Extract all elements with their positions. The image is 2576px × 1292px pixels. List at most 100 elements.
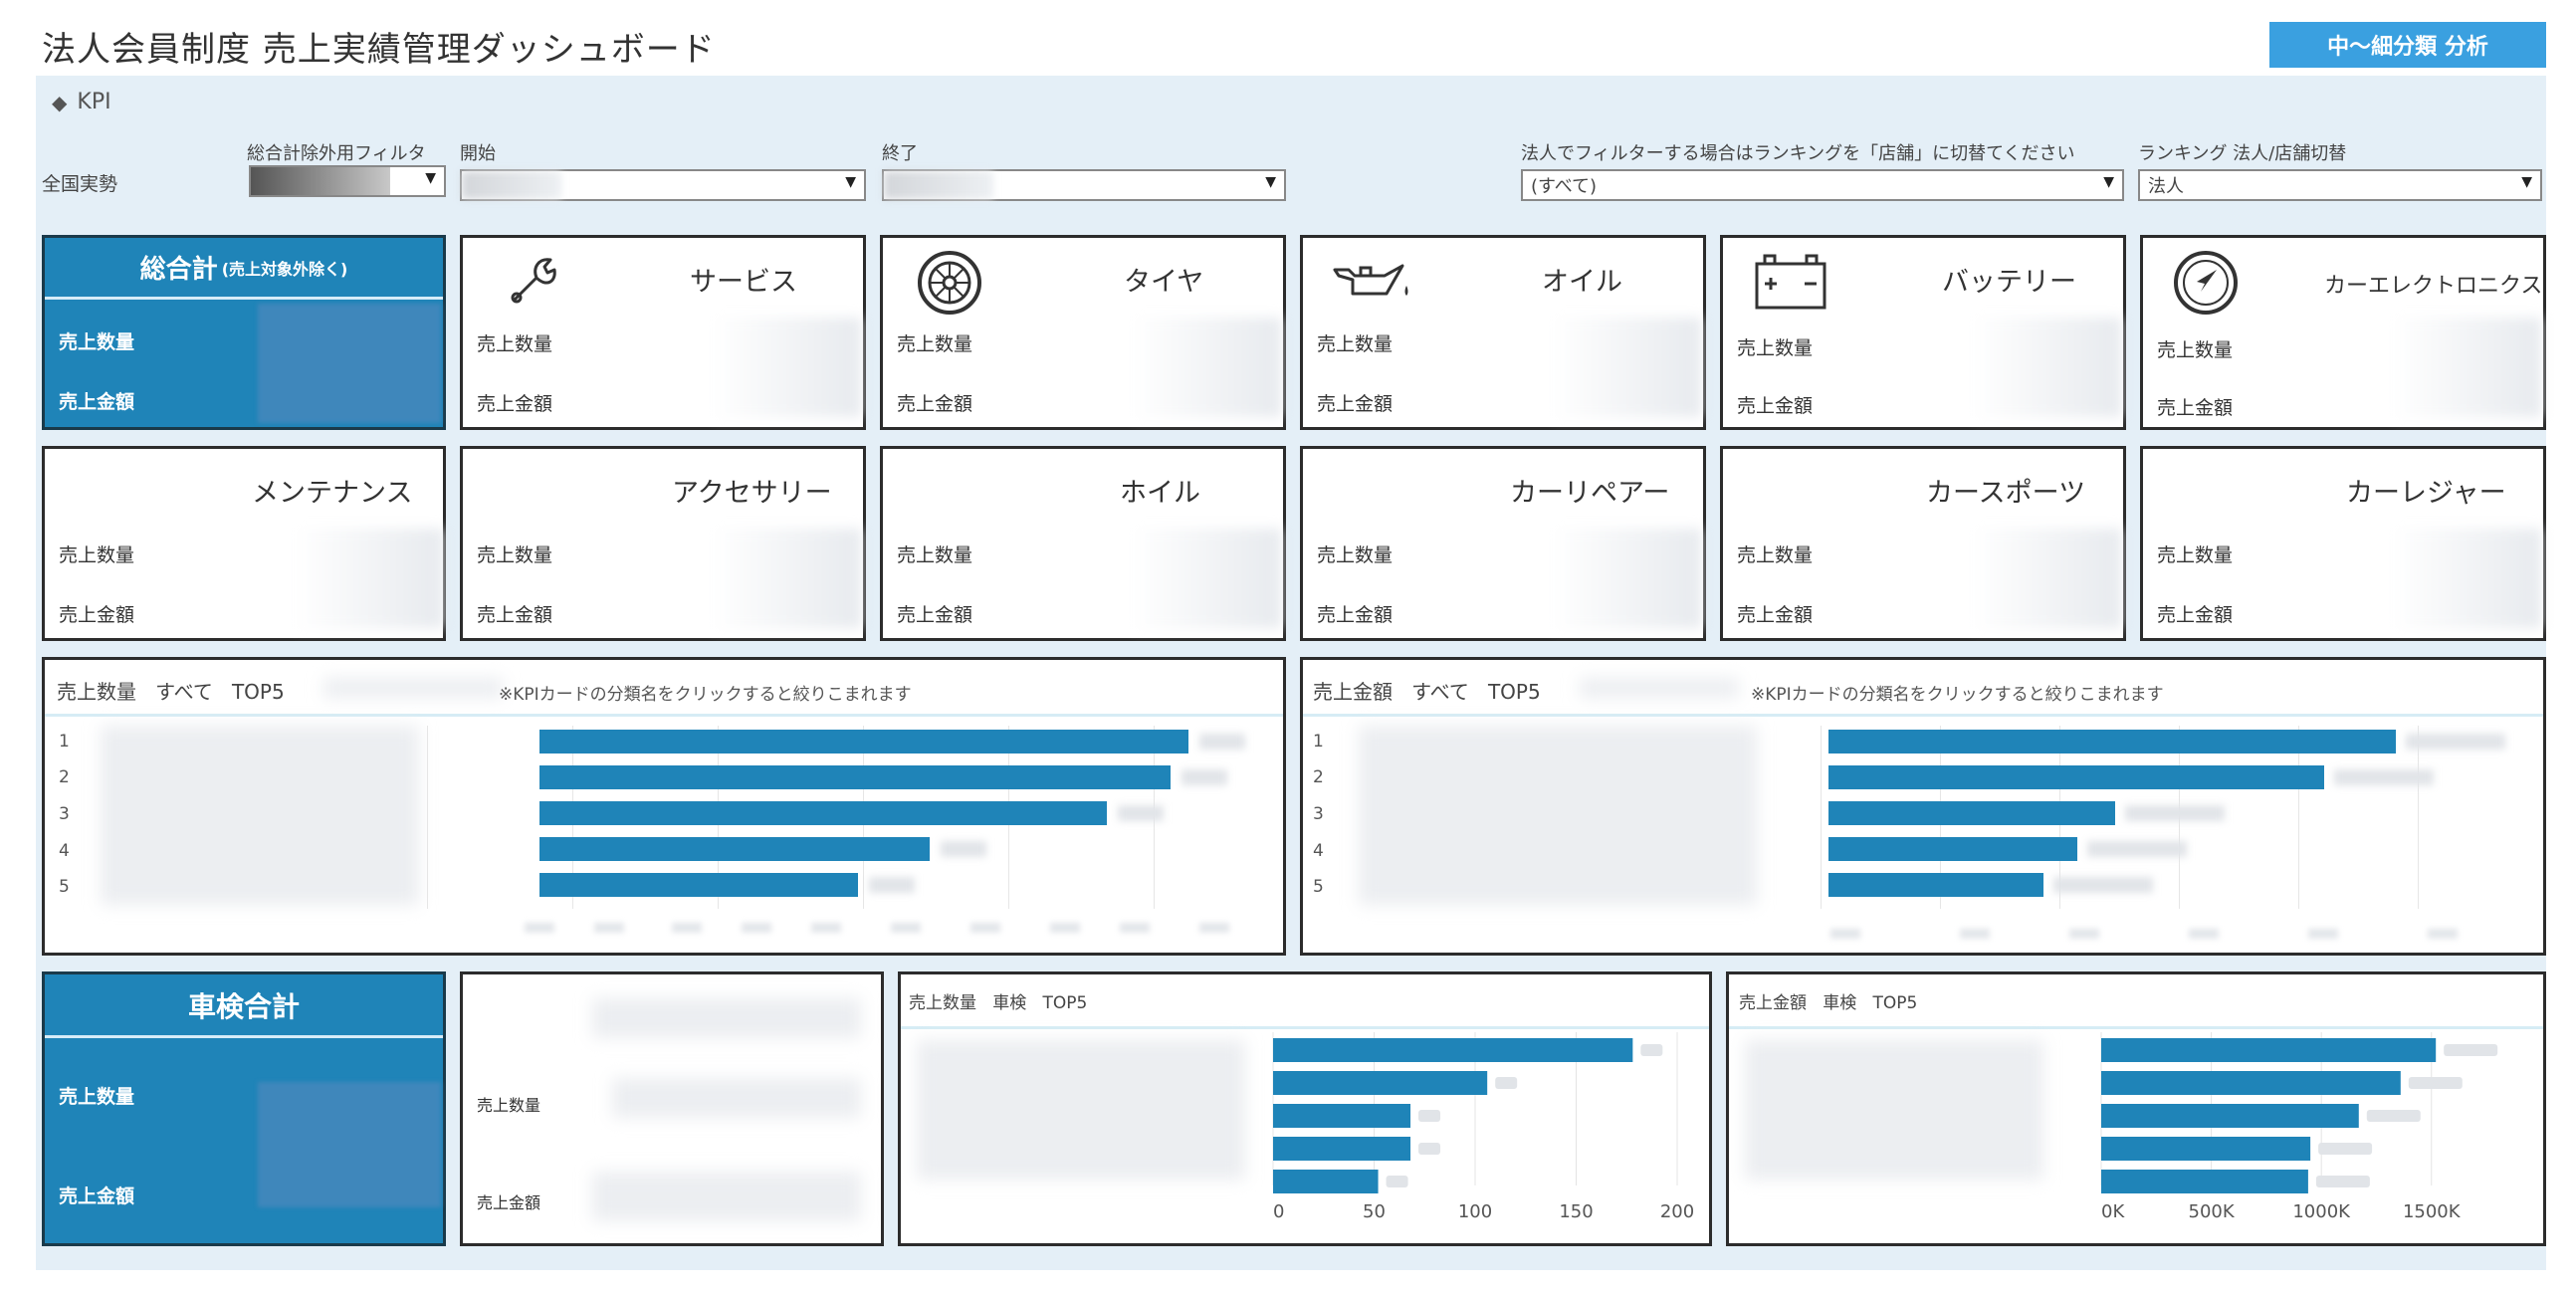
chart-bar[interactable] <box>2101 1038 2437 1062</box>
page-title: 法人会員制度 売上実績管理ダッシュボード <box>42 30 716 70</box>
kpi-qty-label: 売上数量 <box>477 333 553 355</box>
bar-value-label <box>1418 1110 1441 1122</box>
kpi-card-car-repair[interactable]: カーリペアー 売上数量 売上金額 <box>1300 446 1706 641</box>
top5-qty-chart: 売上数量 すべて TOP5 ※KPIカードの分類名をクリックすると絞りこまれます… <box>42 657 1286 956</box>
kpi-card-total-title: 総合計 <box>139 255 218 285</box>
kpi-card-accessory[interactable]: アクセサリー 売上数量 売上金額 <box>460 446 866 641</box>
kpi-card-car-leisure[interactable]: カーレジャー 売上数量 売上金額 <box>2140 446 2546 641</box>
bar-value-label <box>2408 1077 2463 1089</box>
shaken-qty-chart: 売上数量 車検 TOP5 0 50 100 150 200 <box>898 971 1712 1246</box>
shaken-qty-label: 売上数量 <box>59 1086 135 1108</box>
chart-bar[interactable] <box>539 873 858 897</box>
kpi-card-oil[interactable]: オイル 売上数量 売上金額 <box>1300 235 1706 430</box>
kpi-qty-label: 売上数量 <box>897 544 973 566</box>
analysis-button[interactable]: 中～細分類 分析 <box>2269 22 2546 68</box>
exclude-filter-label: 総合計除外用フィルタ <box>247 143 426 164</box>
bar-value-blur <box>1118 805 1164 821</box>
kpi-card-service[interactable]: サービス 売上数量 売上金額 <box>460 235 866 430</box>
end-date-dropdown[interactable]: ▼ <box>882 169 1286 201</box>
corp-filter-label: 法人でフィルターする場合はランキングを「店舗」に切替てください <box>1521 143 2075 164</box>
kpi-amount-label: 売上金額 <box>477 393 553 415</box>
kpi-card-value <box>1132 529 1281 628</box>
chart-bar[interactable] <box>1828 873 2043 897</box>
shaken-amount-plot: 0K 500K 1000K 1500K <box>2100 1032 2498 1222</box>
kpi-amount-label: 売上金額 <box>477 604 553 626</box>
bar-value-blur <box>2334 769 2434 785</box>
kpi-card-title: カーエレクトロニクス <box>2324 274 2543 299</box>
dropdown-arrow-icon: ▼ <box>2521 174 2532 190</box>
rank-label: 2 <box>59 767 70 787</box>
chart-separator <box>1729 1026 2543 1029</box>
x-tick-label: 100 <box>1458 1201 1492 1222</box>
chart-bar[interactable] <box>1273 1137 1411 1161</box>
start-date-dropdown[interactable]: ▼ <box>460 169 866 201</box>
top5-amount-chart: 売上金額 すべて TOP5 ※KPIカードの分類名をクリックすると絞りこまれます… <box>1300 657 2546 956</box>
rank-label: 1 <box>1313 732 1324 752</box>
shaken-total-card[interactable]: 車検合計 売上数量 売上金額 <box>42 971 446 1246</box>
kpi-qty-label: 売上数量 <box>2157 339 2234 361</box>
kpi-card-total-value <box>258 304 441 423</box>
chart-bar[interactable] <box>1273 1038 1633 1062</box>
shaken-total-title: 車検合計 <box>45 974 443 1038</box>
bar-value-label <box>2318 1143 2373 1155</box>
kpi-amount-label: 売上金額 <box>59 391 135 413</box>
corp-filter-dropdown[interactable]: (すべて) ▼ <box>1521 169 2124 201</box>
chart-bar[interactable] <box>2101 1104 2359 1128</box>
chart-bar[interactable] <box>1828 801 2115 825</box>
x-tick-label: 500K <box>2189 1201 2236 1222</box>
chart-bar[interactable] <box>1273 1104 1411 1128</box>
start-filter-label: 開始 <box>460 143 496 164</box>
ranking-names-blur <box>1745 1040 2043 1180</box>
kpi-qty-label: 売上数量 <box>1737 544 1814 566</box>
kpi-card-car-electronics[interactable]: カーエレクトロニクス 売上数量 売上金額 <box>2140 235 2546 430</box>
filter-value-blur <box>1580 678 1739 698</box>
x-tick-label: 1500K <box>2403 1201 2462 1222</box>
top5-amount-note: ※KPIカードの分類名をクリックすると絞りこまれます <box>1751 685 2164 705</box>
kpi-card-value <box>712 318 861 417</box>
kpi-card-total[interactable]: 総合計 (売上対象外除く) 売上数量 売上金額 <box>42 235 446 430</box>
ranking-toggle-dropdown[interactable]: 法人 ▼ <box>2138 169 2542 201</box>
kpi-card-wheel[interactable]: ホイル 売上数量 売上金額 <box>880 446 1286 641</box>
dropdown-arrow-icon: ▼ <box>1265 174 1276 190</box>
kpi-amount-label: 売上金額 <box>1737 604 1814 626</box>
chart-bar[interactable] <box>1828 765 2324 789</box>
chart-bar[interactable] <box>539 801 1107 825</box>
ranking-names-blur <box>1359 726 1757 905</box>
corp-filter-value: (すべて) <box>1531 176 1598 197</box>
chart-bar[interactable] <box>1273 1170 1379 1193</box>
chart-bar[interactable] <box>1828 837 2077 861</box>
chart-bar[interactable] <box>1273 1071 1488 1095</box>
exclude-filter-dropdown[interactable]: ▼ <box>249 165 446 197</box>
chart-bar[interactable] <box>2101 1071 2401 1095</box>
chart-bar[interactable] <box>2101 1137 2311 1161</box>
shaken-amount-chart: 売上金額 車検 TOP5 0K 500K 1000K 1500K <box>1726 971 2546 1246</box>
rank-label: 5 <box>59 877 70 897</box>
kpi-card-value <box>1132 318 1281 417</box>
chart-bar[interactable] <box>2101 1170 2308 1193</box>
kpi-qty-label: 売上数量 <box>1737 337 1814 359</box>
chart-bar[interactable] <box>539 837 930 861</box>
kpi-card-tire[interactable]: タイヤ 売上数量 売上金額 <box>880 235 1286 430</box>
bar-value-label <box>1386 1176 1408 1187</box>
kpi-card-battery[interactable]: バッテリー 売上数量 売上金額 <box>1720 235 2126 430</box>
chart-bar[interactable] <box>539 730 1188 754</box>
kpi-qty-label: 売上数量 <box>2157 544 2234 566</box>
kpi-card-title: バッテリー <box>1942 267 2076 298</box>
bar-value-label <box>2315 1176 2370 1187</box>
oil-can-icon <box>1333 264 1408 296</box>
rank-label: 4 <box>1313 841 1324 861</box>
x-tick-label: 0K <box>2101 1201 2125 1222</box>
kpi-card-total-header: 総合計 (売上対象外除く) <box>45 238 443 300</box>
kpi-card-car-sports[interactable]: カースポーツ 売上数量 売上金額 <box>1720 446 2126 641</box>
x-tick-label: 150 <box>1559 1201 1593 1222</box>
shaken-detail-qty-label: 売上数量 <box>477 1096 541 1115</box>
kpi-card-title: カーリペアー <box>1510 478 1670 509</box>
chart-bar[interactable] <box>1828 730 2396 754</box>
chart-separator <box>45 714 1283 717</box>
kpi-card-title: アクセサリー <box>672 478 832 509</box>
kpi-qty-label: 売上数量 <box>59 331 135 353</box>
kpi-card-maintenance[interactable]: メンテナンス 売上数量 売上金額 <box>42 446 446 641</box>
bar-value-label <box>1640 1044 1663 1056</box>
kpi-card-value <box>1552 318 1701 417</box>
chart-bar[interactable] <box>539 765 1171 789</box>
